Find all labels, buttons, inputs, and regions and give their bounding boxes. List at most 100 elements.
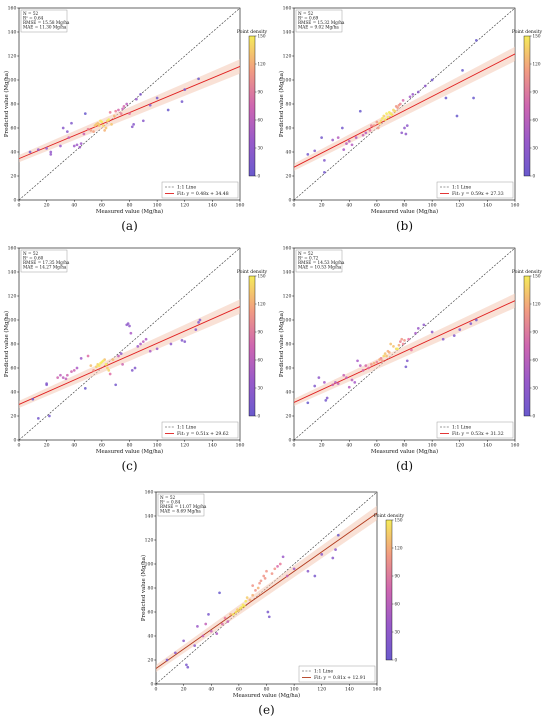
data-point (375, 360, 379, 364)
data-point (345, 142, 348, 145)
data-point (350, 378, 354, 382)
data-point (370, 124, 373, 127)
x-tick-label: 100 (428, 203, 437, 209)
stat-rmse: RMSE = 17.35 Mg/ha (23, 260, 70, 265)
data-point (75, 366, 79, 370)
data-point (49, 153, 53, 156)
data-point (397, 343, 401, 347)
colorbar-tick-label: 120 (395, 546, 403, 551)
data-point (404, 132, 408, 136)
colorbar-tick-label: 60 (533, 118, 539, 123)
data-point (79, 357, 83, 360)
data-point (185, 663, 188, 667)
x-axis-label: Measured value (Mg/ha) (96, 208, 163, 215)
data-point (407, 337, 410, 341)
data-point (207, 613, 210, 616)
data-point (400, 337, 404, 341)
y-tick-label: 120 (283, 54, 292, 60)
colorbar-tick-label: 0 (533, 414, 536, 419)
x-tick-label: 140 (345, 687, 354, 693)
x-tick-label: 80 (402, 443, 408, 449)
data-point (169, 342, 173, 346)
colorbar-label: Point density (237, 29, 268, 35)
x-tick-label: 120 (180, 443, 189, 449)
colorbar-tick-label: 90 (533, 90, 539, 95)
x-axis-label: Measured value (Mg/ha) (233, 692, 300, 699)
y-tick-label: 100 (283, 78, 292, 84)
legend-label-fit: Fit: y = 0.48x + 34.48 (177, 191, 229, 197)
y-axis-label: Predicted value (Mg/ha) (278, 311, 285, 377)
data-point (367, 366, 370, 370)
data-point (220, 622, 224, 626)
y-tick-label: 40 (286, 390, 292, 396)
data-point (229, 613, 232, 616)
data-point (410, 348, 413, 352)
stat-mae: MAE = 11.30 Mg/ha (23, 25, 67, 30)
data-point (141, 119, 145, 123)
data-point (193, 644, 197, 647)
y-tick-label: 120 (8, 54, 17, 60)
data-point (403, 126, 406, 130)
data-point (313, 149, 317, 153)
data-point (61, 376, 65, 379)
data-point (104, 363, 108, 366)
data-point (278, 562, 282, 566)
data-point (361, 369, 365, 372)
data-point (285, 574, 289, 578)
x-tick-label: 60 (99, 203, 105, 209)
data-point (392, 345, 395, 348)
data-point (196, 625, 199, 628)
fit-confidence-band (19, 59, 240, 163)
data-point (183, 340, 187, 343)
data-point (130, 369, 134, 372)
data-point (331, 556, 335, 560)
y-tick-label: 160 (145, 490, 154, 496)
data-point (82, 132, 86, 136)
data-point (385, 112, 388, 115)
data-point (416, 90, 420, 94)
data-point (273, 567, 277, 571)
fit-confidence-band (294, 46, 515, 171)
x-tick-label: 60 (374, 443, 380, 449)
data-point (251, 584, 255, 587)
y-tick-label: 160 (8, 246, 17, 252)
y-tick-label: 140 (8, 270, 17, 276)
colorbar-label: Point density (512, 29, 543, 35)
colorbar-tick-label: 30 (533, 386, 539, 391)
data-point (28, 150, 32, 154)
x-tick-label: 40 (346, 203, 352, 209)
data-point (376, 126, 380, 130)
y-tick-label: 140 (283, 30, 292, 36)
data-point (356, 359, 359, 363)
data-point (70, 370, 73, 373)
data-point (281, 555, 285, 559)
data-point (108, 111, 112, 114)
data-point (441, 337, 445, 341)
data-point (336, 382, 340, 385)
stat-n: N = 52 (23, 251, 38, 256)
fit-line (293, 300, 516, 403)
data-point (461, 69, 464, 72)
legend-label-fit: Fit: y = 0.59x + 27.33 (452, 191, 504, 197)
data-point (67, 136, 71, 139)
panel-label: (e) (258, 703, 274, 717)
legend-box (436, 421, 514, 439)
data-point (132, 123, 135, 126)
data-point (389, 342, 393, 346)
data-point (372, 361, 376, 365)
data-point (387, 351, 391, 354)
data-point (100, 120, 104, 124)
data-point (48, 414, 51, 418)
data-point (458, 328, 462, 331)
data-point (36, 148, 40, 151)
panel-label: (a) (121, 219, 138, 233)
y-tick-label: 0 (150, 682, 153, 688)
data-point (173, 651, 177, 655)
data-point (254, 589, 257, 592)
data-point (92, 130, 95, 133)
y-tick-label: 0 (288, 198, 291, 204)
stat-n: N = 52 (298, 11, 313, 16)
data-point (141, 340, 145, 343)
data-point (111, 358, 115, 361)
legend-label-fit: Fit: y = 0.51x + 29.62 (177, 431, 229, 437)
